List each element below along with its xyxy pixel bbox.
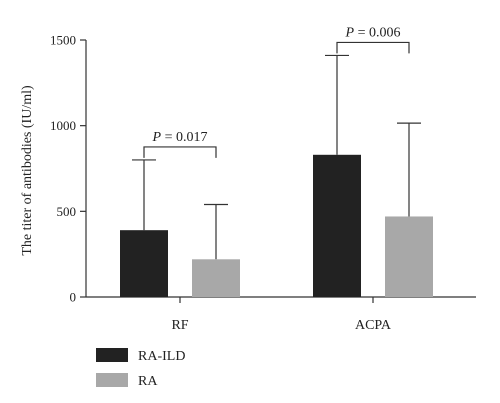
significance-bracket	[143, 146, 217, 158]
p-value-label: P = 0.006	[345, 25, 401, 40]
legend-swatch-ra	[96, 373, 128, 387]
p-value: = 0.017	[161, 130, 207, 145]
y-tick-label: 1000	[50, 118, 76, 133]
p-symbol: P	[345, 25, 355, 40]
bar-ra-rf	[192, 259, 240, 297]
significance-bracket	[336, 41, 410, 54]
x-category-label: RF	[171, 318, 188, 333]
y-tick-label: 500	[57, 204, 77, 219]
legend: RA-ILD RA	[96, 348, 185, 389]
bar-ra-acpa	[385, 216, 433, 297]
x-category-label: ACPA	[355, 318, 392, 333]
y-tick-label: 0	[70, 290, 77, 305]
legend-label: RA-ILD	[138, 349, 185, 364]
p-value: = 0.006	[354, 25, 400, 40]
p-symbol: P	[152, 130, 162, 145]
bar-ra-ild-acpa	[313, 154, 361, 297]
bars	[120, 54, 433, 297]
legend-label: RA	[138, 374, 158, 389]
legend-swatch-ra-ild	[96, 348, 128, 362]
bar-ra-ild-rf	[120, 230, 168, 297]
y-tick-label: 1500	[50, 33, 76, 48]
p-value-label: P = 0.017	[152, 130, 208, 145]
y-axis-title: The titer of antibodies (IU/ml)	[20, 85, 35, 256]
